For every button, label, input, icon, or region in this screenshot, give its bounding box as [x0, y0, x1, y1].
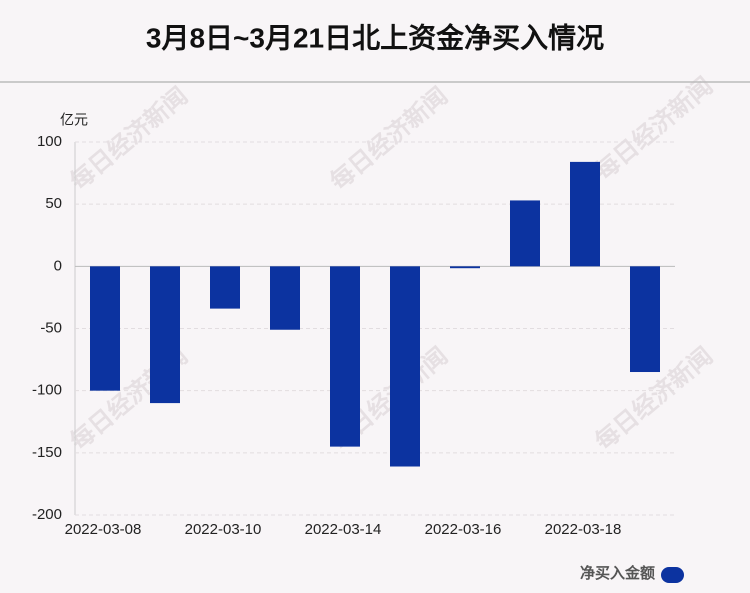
bar — [630, 266, 660, 373]
bar — [90, 266, 120, 391]
y-tick-label: 100 — [37, 133, 62, 150]
chart-title: 3月8日~3月21日北上资金净买入情况 — [146, 21, 604, 53]
x-tick-label: 2022-03-08 — [65, 521, 142, 538]
legend-swatch — [661, 567, 684, 583]
x-tick-label: 2022-03-18 — [545, 521, 622, 538]
y-tick-label: -100 — [32, 382, 62, 399]
y-tick-label: 50 — [45, 195, 62, 212]
x-tick-label: 2022-03-16 — [425, 521, 502, 538]
y-tick-label: -200 — [32, 506, 62, 523]
bar — [510, 200, 540, 267]
y-tick-label: -150 — [32, 444, 62, 461]
y-axis-label: 亿元 — [60, 112, 88, 128]
bar — [330, 266, 360, 447]
x-tick-label: 2022-03-14 — [305, 521, 382, 538]
bar — [450, 266, 480, 269]
bar — [570, 161, 600, 267]
legend-label: 净买入金额 — [580, 564, 655, 582]
y-tick-label: -50 — [40, 319, 62, 336]
bar — [150, 266, 180, 404]
x-tick-label: 2022-03-10 — [185, 521, 262, 538]
bar — [270, 266, 300, 330]
bar — [210, 266, 240, 309]
y-tick-label: 0 — [54, 257, 62, 274]
bar — [390, 266, 420, 467]
